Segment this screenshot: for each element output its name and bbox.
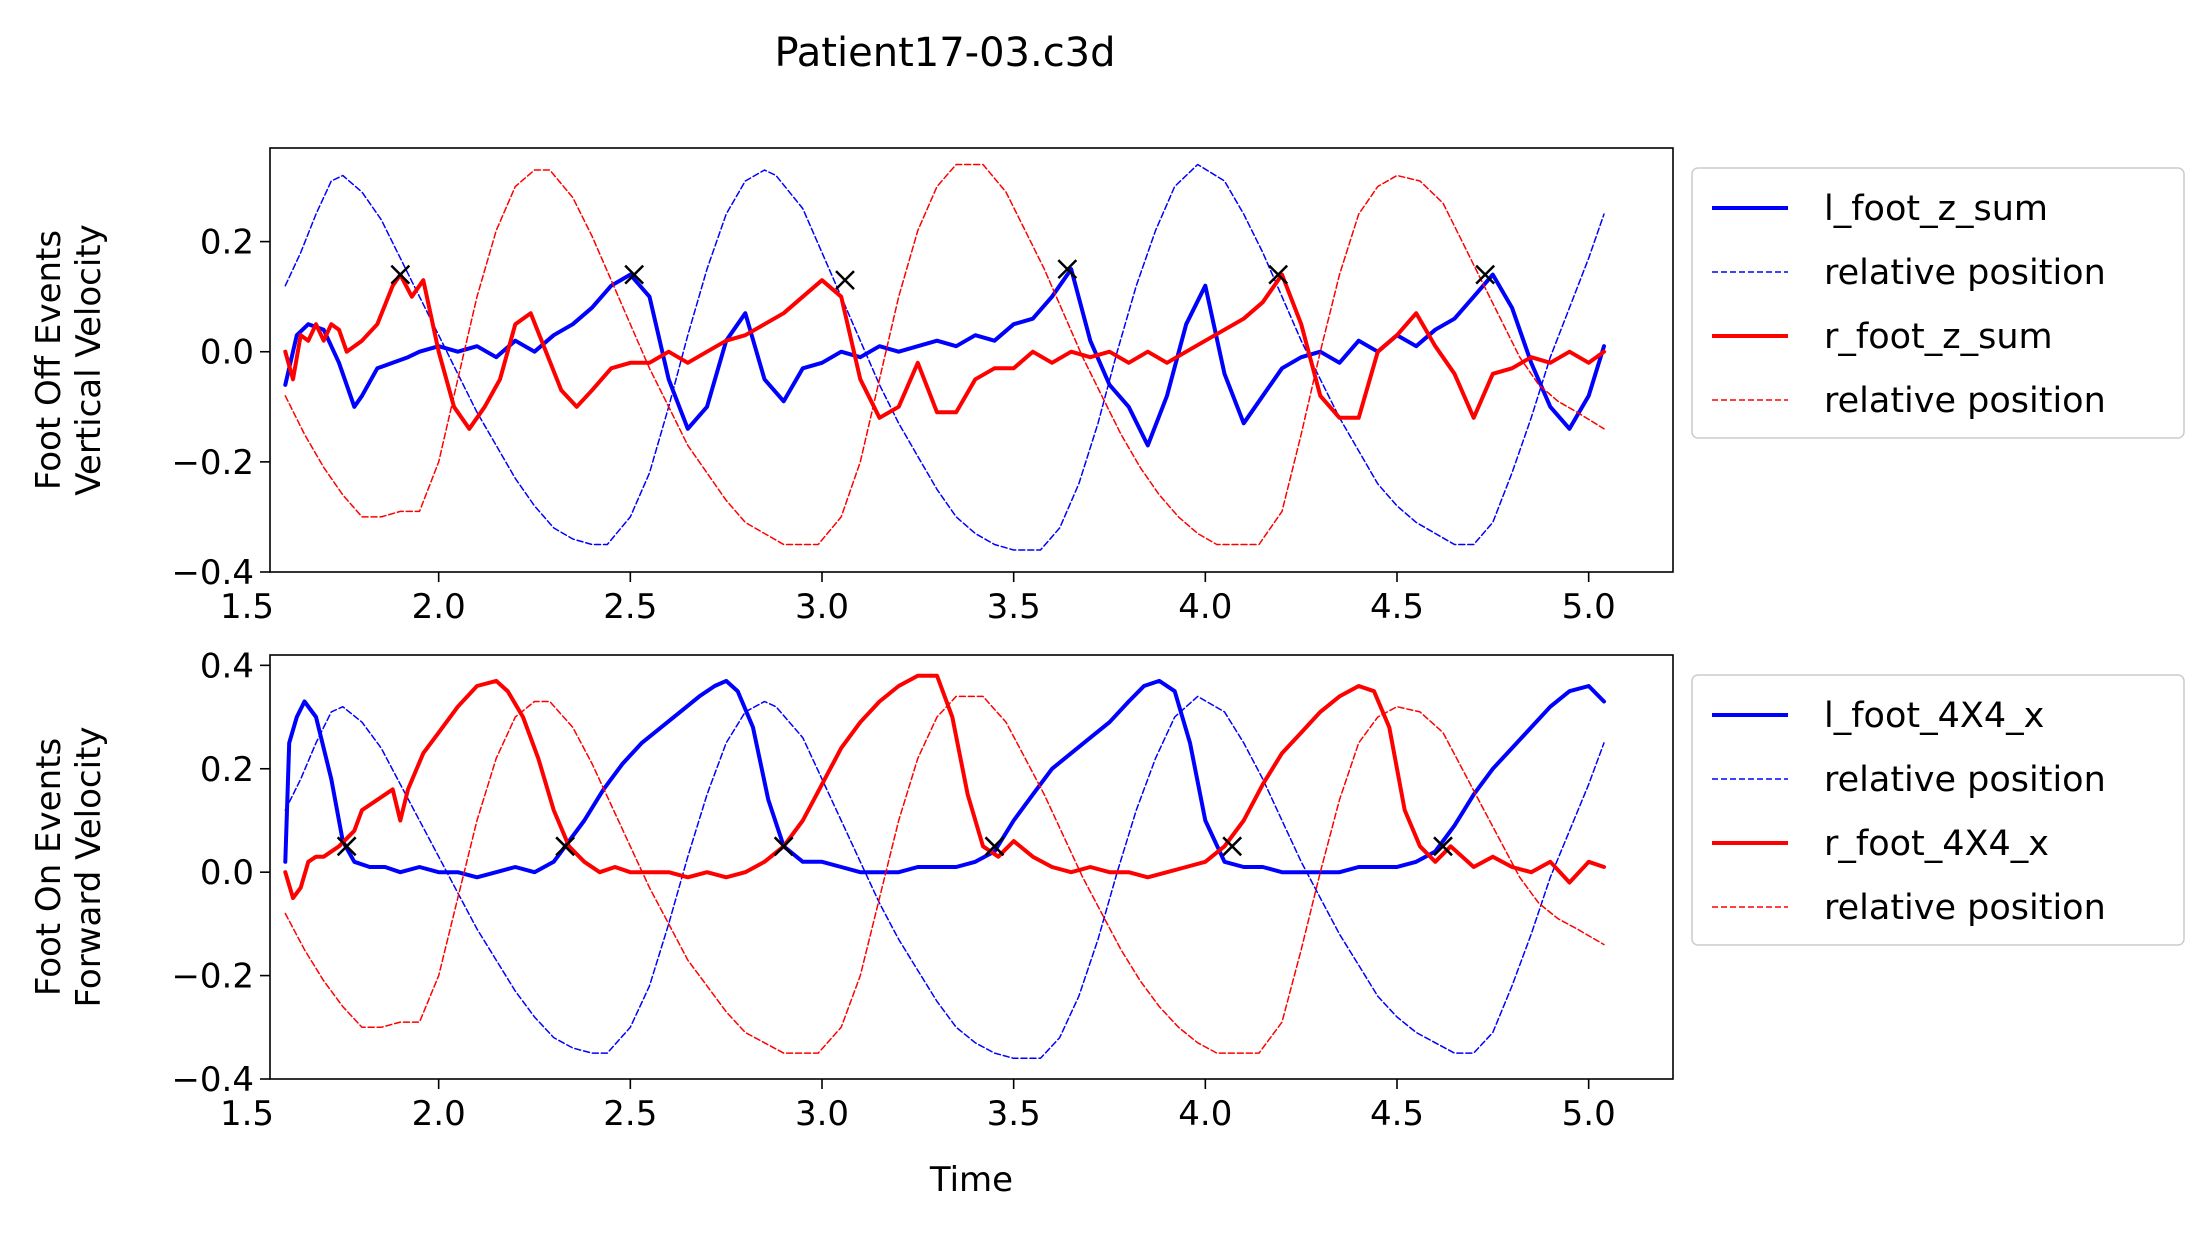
legend-label: relative position (1824, 253, 2106, 293)
x-tick-label: 3.5 (987, 1094, 1041, 1134)
velocity-line-2 (283, 272, 1606, 431)
legend-label: r_foot_z_sum (1824, 317, 2053, 357)
x-tick-label: 4.5 (1370, 587, 1424, 627)
x-tick-label: 2.5 (603, 1094, 657, 1134)
y-axis-label: Vertical Velocity (69, 224, 109, 495)
event-marker (1475, 264, 1496, 285)
x-tick-label: 3.0 (795, 587, 849, 627)
x-axis-label: Time (929, 1160, 1013, 1200)
legend-label: relative position (1824, 381, 2106, 421)
axes-frame (269, 654, 1674, 1080)
y-tick-label: 0.0 (200, 853, 254, 893)
x-tick-label: 5.0 (1562, 587, 1616, 627)
plot-area (283, 673, 1606, 1060)
relative-position-line-3 (284, 695, 1605, 1054)
y-axis-label: Forward Velocity (69, 727, 109, 1008)
y-axis-label: Foot On Events (29, 738, 69, 996)
legend-frame (1691, 674, 2185, 946)
event-marker (555, 836, 576, 857)
x-tick-label: 1.5 (220, 587, 274, 627)
x-tick-label: 2.5 (603, 587, 657, 627)
figure-title: Patient17-03.c3d (774, 30, 1115, 76)
y-tick-label: −0.4 (171, 1060, 254, 1100)
event-marker (390, 264, 411, 285)
event-marker (773, 836, 794, 857)
x-tick-label: 4.0 (1178, 1094, 1232, 1134)
y-tick-label: 0.2 (200, 223, 254, 263)
legend-label: relative position (1824, 760, 2106, 800)
x-tick-label: 3.5 (987, 587, 1041, 627)
y-tick-label: 0.0 (200, 333, 254, 373)
y-tick-label: −0.4 (171, 553, 254, 593)
velocity-line-0 (283, 678, 1606, 880)
legend-label: l_foot_z_sum (1824, 189, 2048, 229)
relative-position-line-1 (284, 163, 1605, 551)
legend-frame (1691, 167, 2185, 439)
legend-label: r_foot_4X4_x (1824, 824, 2049, 864)
y-tick-label: −0.2 (171, 957, 254, 997)
event-marker (835, 270, 855, 291)
event-marker (624, 264, 645, 285)
legend: l_foot_z_sum relative position r_foot_z_su… (1691, 167, 2185, 439)
legend: l_foot_4X4_x relative position r_foot_4X4_… (1691, 674, 2185, 946)
y-tick-label: 0.4 (200, 646, 254, 686)
event-marker (336, 836, 357, 857)
velocity-line-2 (283, 673, 1606, 900)
legend-label: relative position (1824, 888, 2106, 928)
event-marker (1433, 836, 1453, 857)
velocity-line-0 (283, 267, 1606, 448)
bottom-subplot: 1.5 2.0 2.5 3.0 3.5 4.0 4.5 5.0 −0.4 −0.2 0.0 0.2 0.… (29, 646, 2185, 1200)
x-tick-label: 2.0 (412, 587, 466, 627)
y-tick-label: −0.2 (171, 443, 254, 483)
x-tick-label: 3.0 (795, 1094, 849, 1134)
relative-position-line-1 (284, 695, 1605, 1060)
top-subplot: 1.5 2.0 2.5 3.0 3.5 4.0 4.5 5.0 −0.4 −0.2 0.0 0.2 Fo… (29, 147, 2185, 627)
event-marker (1222, 836, 1243, 857)
y-axis-label: Foot Off Events (29, 230, 69, 490)
plot-area (283, 163, 1606, 551)
x-tick-label: 4.0 (1178, 587, 1232, 627)
legend-label: l_foot_4X4_x (1824, 696, 2044, 736)
x-tick-label: 4.5 (1370, 1094, 1424, 1134)
event-marker (1268, 264, 1289, 285)
x-tick-label: 1.5 (220, 1094, 274, 1134)
y-tick-label: 0.2 (200, 750, 254, 790)
x-tick-label: 5.0 (1562, 1094, 1616, 1134)
event-marker (1057, 259, 1078, 280)
event-marker (984, 836, 1005, 857)
axes-frame (269, 147, 1674, 573)
relative-position-line-3 (284, 163, 1605, 546)
x-tick-label: 2.0 (412, 1094, 466, 1134)
